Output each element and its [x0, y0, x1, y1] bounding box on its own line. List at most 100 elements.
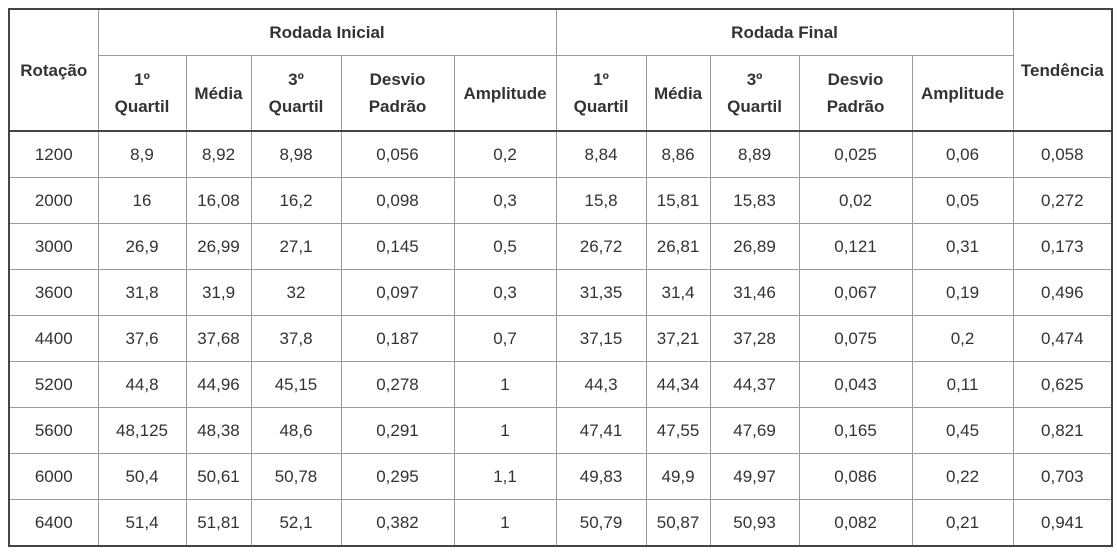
table-cell: 50,87 — [645, 499, 711, 547]
table-cell: 0,291 — [340, 407, 455, 454]
cell-text: Média — [194, 83, 243, 103]
table-cell: 1 — [453, 361, 557, 408]
data-table: Rotação Rodada Inicial Rodada Final Tendênc… — [8, 8, 1114, 547]
table-cell: 49,97 — [709, 453, 800, 500]
table-cell: 0,05 — [911, 177, 1014, 224]
table-cell: 0,165 — [798, 407, 913, 454]
table-cell: 0,06 — [911, 130, 1014, 178]
table-cell: 8,9 — [97, 130, 187, 178]
table-cell: 50,78 — [250, 453, 342, 500]
table-cell: 5600 — [8, 407, 99, 454]
table-cell: 31,8 — [97, 269, 187, 316]
table-cell: 8,92 — [185, 130, 252, 178]
table-cell: 0,703 — [1012, 453, 1113, 500]
table-cell: 0,45 — [911, 407, 1014, 454]
cell-text: Média — [653, 83, 703, 103]
header-row: Rotação Rodada Inicial Rodada Final Tendênc… — [8, 8, 1113, 132]
table-cell: 0,2 — [453, 130, 557, 178]
table-cell: 0,496 — [1012, 269, 1113, 316]
table-cell: 37,28 — [709, 315, 800, 362]
table-cell: 0,22 — [911, 453, 1014, 500]
table-row: 5200 44,8 44,96 45,15 0,278 1 44,3 44,34 44,37 0,… — [8, 361, 1113, 408]
table-cell: 44,8 — [97, 361, 187, 408]
column-header: Amplitude — [911, 55, 1014, 132]
table-cell: 0,382 — [340, 499, 455, 547]
cell-text: Amplitude — [920, 83, 1005, 103]
cell-text: 3º Quartil — [268, 70, 324, 116]
table-cell: 0,625 — [1012, 361, 1113, 408]
table-cell: 50,79 — [555, 499, 647, 547]
table-cell: 1,1 — [453, 453, 557, 500]
table-cell: 0,3 — [453, 269, 557, 316]
table-row: 6000 50,4 50,61 50,78 0,295 1,1 49,83 49,9 49,97… — [8, 453, 1113, 500]
table-cell: 45,15 — [250, 361, 342, 408]
table-cell: 50,93 — [709, 499, 800, 547]
table-cell: 0,02 — [798, 177, 913, 224]
column-header: 3º Quartil — [709, 55, 800, 132]
table-row: 5600 48,125 48,38 48,6 0,291 1 47,41 47,55 47,69… — [8, 407, 1113, 454]
cell-text: 1º Quartil — [114, 70, 170, 116]
table-cell: 26,81 — [645, 223, 711, 270]
table-cell: 37,68 — [185, 315, 252, 362]
table-cell: 0,7 — [453, 315, 557, 362]
table-cell: 44,37 — [709, 361, 800, 408]
table-cell: 2000 — [8, 177, 99, 224]
table-cell: 0,19 — [911, 269, 1014, 316]
table-cell: 5200 — [8, 361, 99, 408]
table-cell: 26,99 — [185, 223, 252, 270]
table-cell: 16 — [97, 177, 187, 224]
column-header: 3º Quartil — [250, 55, 342, 132]
table-cell: 47,69 — [709, 407, 800, 454]
table-cell: 1200 — [8, 130, 99, 178]
table-cell: 8,86 — [645, 130, 711, 178]
table-cell: 37,8 — [250, 315, 342, 362]
table-cell: 4400 — [8, 315, 99, 362]
table-cell: 32 — [250, 269, 342, 316]
table-cell: 0,173 — [1012, 223, 1113, 270]
table-cell: 0,2 — [911, 315, 1014, 362]
table-cell: 0,11 — [911, 361, 1014, 408]
table-cell: 15,83 — [709, 177, 800, 224]
column-header: 1º Quartil — [555, 55, 647, 132]
table-cell: 0,075 — [798, 315, 913, 362]
table-cell: 0,278 — [340, 361, 455, 408]
table-cell: 0,941 — [1012, 499, 1113, 547]
table-row: 3600 31,8 31,9 32 0,097 0,3 31,35 31,4 31,46 0,06… — [8, 269, 1113, 316]
table-cell: 0,187 — [340, 315, 455, 362]
group-header: Rodada Inicial — [97, 8, 557, 56]
cell-text: Desvio Padrão — [826, 70, 885, 116]
column-header: Desvio Padrão — [798, 55, 913, 132]
table-cell: 0,3 — [453, 177, 557, 224]
table-cell: 37,15 — [555, 315, 647, 362]
table-row: 1200 8,9 8,92 8,98 0,056 0,2 8,84 8,86 8,89 0,025… — [8, 130, 1113, 178]
table-cell: 44,34 — [645, 361, 711, 408]
table-row: 6400 51,4 51,81 52,1 0,382 1 50,79 50,87 50,93 0,… — [8, 499, 1113, 547]
table-cell: 16,08 — [185, 177, 252, 224]
table-cell: 0,121 — [798, 223, 913, 270]
table-cell: 1 — [453, 499, 557, 547]
table-cell: 8,84 — [555, 130, 647, 178]
header-row: 1º Quartil Média 3º Quartil Desvio Padrão Am… — [9, 55, 1112, 132]
table-cell: 0,145 — [340, 223, 455, 270]
table-cell: 48,38 — [185, 407, 252, 454]
table-cell: 31,4 — [645, 269, 711, 316]
table-cell: 47,41 — [555, 407, 647, 454]
table-cell: 31,35 — [555, 269, 647, 316]
table-cell: 0,21 — [911, 499, 1014, 547]
table-cell: 3000 — [8, 223, 99, 270]
table-body: 1200 8,9 8,92 8,98 0,056 0,2 8,84 8,86 8,89 0,025… — [8, 130, 1113, 547]
table-cell: 0,31 — [911, 223, 1014, 270]
cell-text: 1º Quartil — [573, 70, 629, 116]
table-cell: 27,1 — [250, 223, 342, 270]
cell-text: 3º Quartil — [727, 70, 782, 116]
table-cell: 37,21 — [645, 315, 711, 362]
table-cell: 37,6 — [97, 315, 187, 362]
table-cell: 3600 — [8, 269, 99, 316]
column-header: 1º Quartil — [97, 55, 187, 132]
cell-text: Amplitude — [463, 83, 547, 103]
table-cell: 51,4 — [97, 499, 187, 547]
table-cell: 6400 — [8, 499, 99, 547]
table-cell: 0,067 — [798, 269, 913, 316]
table-cell: 44,96 — [185, 361, 252, 408]
